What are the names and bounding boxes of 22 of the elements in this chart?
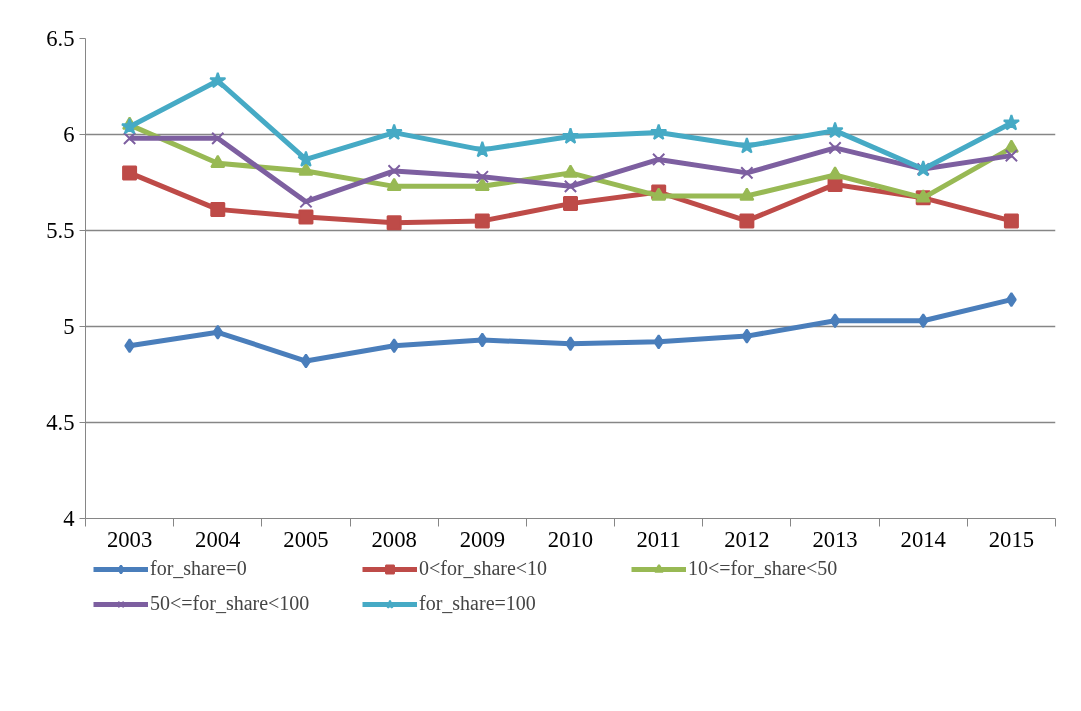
legend-label: 10<=for_share<50 — [688, 557, 839, 580]
x-tick-label: 2013 — [812, 526, 858, 552]
y-tick-label: 4.5 — [46, 410, 75, 435]
y-tick-label: 5 — [63, 314, 75, 339]
x-tick-label: 2008 — [371, 526, 417, 552]
y-tick-label: 5.5 — [46, 218, 75, 243]
x-tick-label: 2010 — [547, 526, 594, 552]
legend-label: 0<for_share<10 — [419, 557, 549, 580]
y-tick-label: 6 — [63, 122, 75, 147]
x-tick-label: 2015 — [988, 526, 1035, 552]
x-tick-label: 2003 — [106, 526, 153, 552]
x-tick-label: 2005 — [283, 526, 329, 552]
y-tick-label: 4 — [63, 506, 75, 531]
x-tick-label: 2012 — [724, 526, 770, 552]
legend-label: for_share=100 — [419, 592, 537, 615]
x-tick-label: 2011 — [636, 526, 681, 552]
legend-label: 50<=for_share<100 — [150, 592, 311, 615]
x-tick-label: 2014 — [900, 526, 946, 552]
y-tick-label: 6.5 — [46, 26, 75, 51]
legend-label: for_share=0 — [150, 557, 248, 580]
x-tick-label: 2004 — [195, 526, 241, 552]
x-tick-label: 2009 — [459, 526, 505, 552]
